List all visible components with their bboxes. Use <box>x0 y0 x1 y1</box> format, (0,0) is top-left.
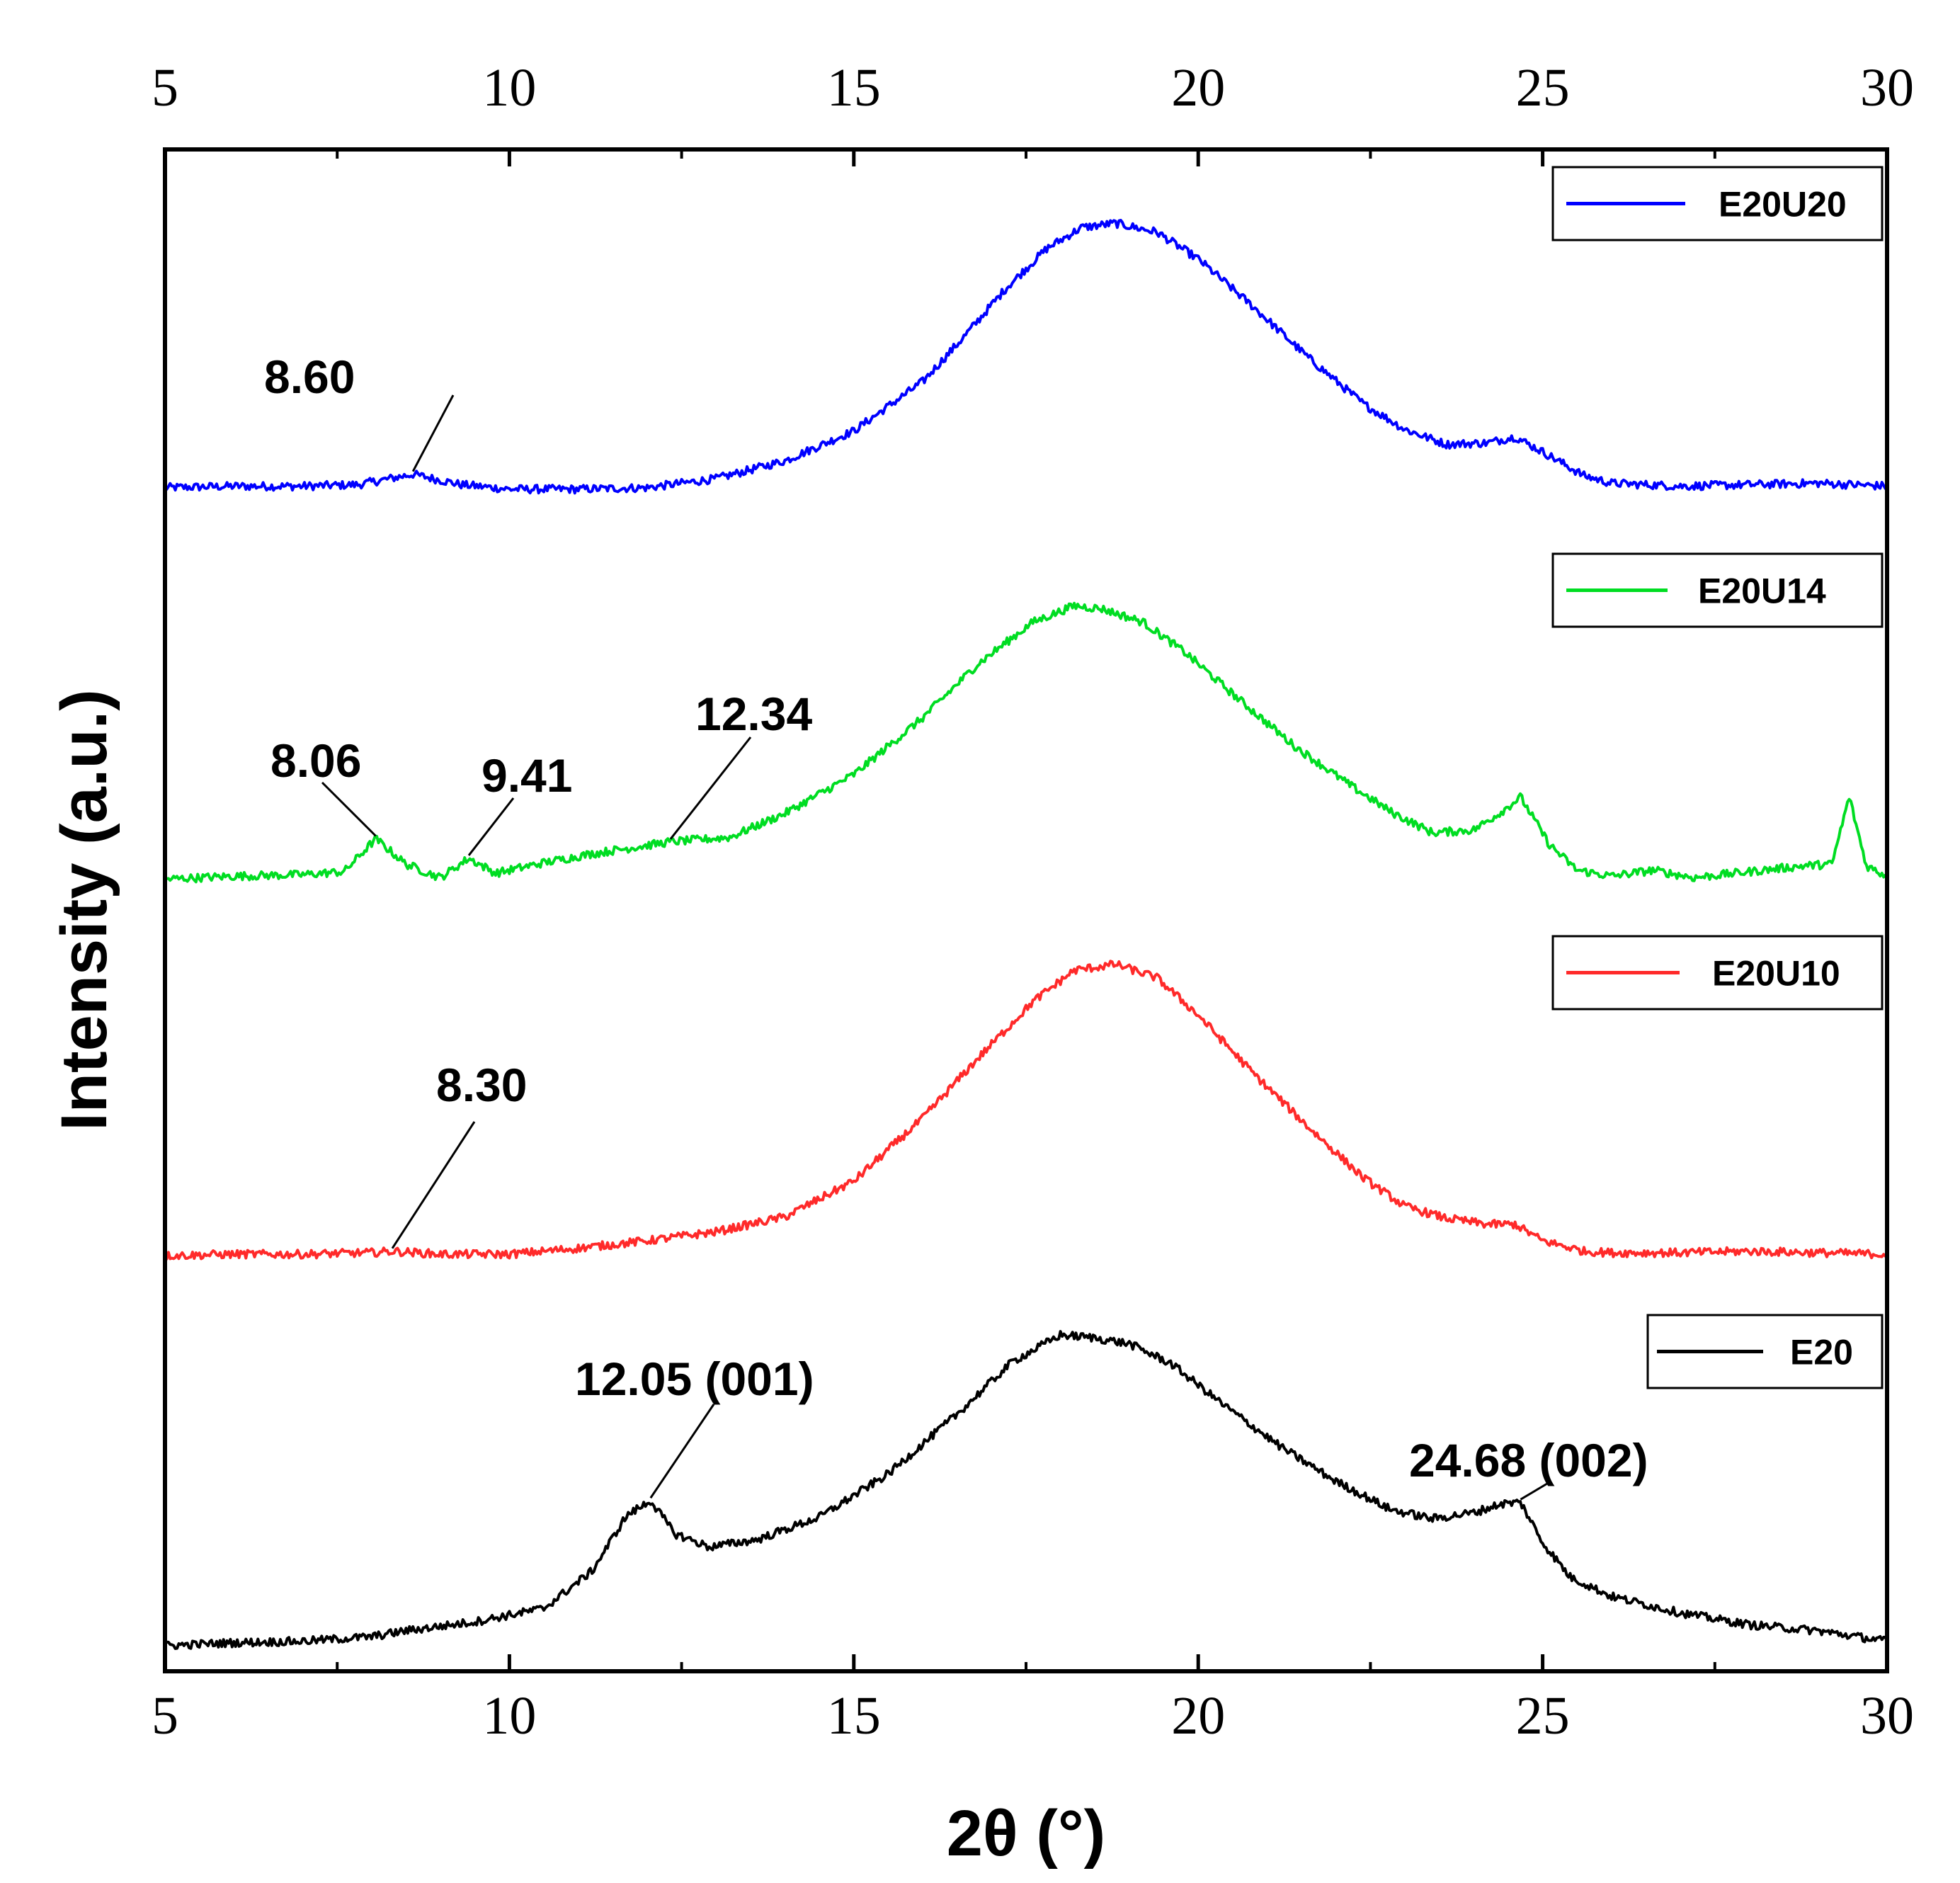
annotation-label-12-34: 12.34 <box>695 688 812 740</box>
top-tick-label-5: 5 <box>152 58 178 118</box>
legend-layer: E20U20 E20U14 E20U10 E20 <box>1551 166 1884 1389</box>
series-line-e20u14 <box>164 601 1888 884</box>
series-layer <box>164 219 1888 1650</box>
series-line-e20u20 <box>164 219 1888 495</box>
top-tick-label-15: 15 <box>827 58 881 118</box>
legend-label-e20u20: E20U20 <box>1719 185 1847 224</box>
annotation-label-8-30: 8.30 <box>436 1059 527 1111</box>
annotation-label-8-60: 8.60 <box>264 351 355 403</box>
annotation-leader-8-60 <box>411 394 455 472</box>
x-tick-label-30: 30 <box>1860 1686 1914 1746</box>
x-tick-label-25: 25 <box>1516 1686 1570 1746</box>
annotation-label-24-68-002: 24.68 (002) <box>1409 1434 1648 1486</box>
x-tick-label-10: 10 <box>482 1686 536 1746</box>
annotation-label-9-41: 9.41 <box>482 749 572 802</box>
series-line-e20u10 <box>164 960 1888 1261</box>
annotations-layer: 8.60 8.06 9.41 12.34 8.30 12.05 (001) 24.68 (0… <box>264 351 1648 1501</box>
x-tick-label-5: 5 <box>152 1686 178 1746</box>
legend-label-e20: E20 <box>1790 1333 1853 1372</box>
top-tick-label-20: 20 <box>1171 58 1225 118</box>
bottom-x-axis-ticks: 5 10 15 20 25 30 <box>152 1654 1914 1746</box>
annotation-leader-12-05-001 <box>649 1404 715 1499</box>
annotation-label-12-05-001: 12.05 (001) <box>575 1353 814 1405</box>
annotation-leader-9-41 <box>467 797 515 856</box>
annotation-leader-8-30 <box>391 1121 476 1249</box>
annotation-leader-8-06 <box>321 781 377 837</box>
annotation-leader-12-34 <box>669 736 752 840</box>
top-tick-label-30: 30 <box>1860 58 1914 118</box>
x-axis-title: 2θ (°) <box>947 1797 1106 1870</box>
top-x-axis-ticks: 5 10 15 20 25 30 <box>152 58 1914 166</box>
annotation-leader-24-68-002 <box>1520 1480 1551 1501</box>
x-tick-label-15: 15 <box>827 1686 881 1746</box>
series-line-e20 <box>164 1330 1888 1650</box>
top-tick-label-25: 25 <box>1516 58 1570 118</box>
top-tick-label-10: 10 <box>482 58 536 118</box>
y-axis-title: Intensity (a.u.) <box>48 689 120 1131</box>
annotation-label-8-06: 8.06 <box>270 734 361 787</box>
plot-frame <box>163 147 1889 1673</box>
legend-label-e20u14: E20U14 <box>1698 571 1826 611</box>
x-tick-label-20: 20 <box>1171 1686 1225 1746</box>
legend-label-e20u10: E20U10 <box>1712 954 1840 994</box>
